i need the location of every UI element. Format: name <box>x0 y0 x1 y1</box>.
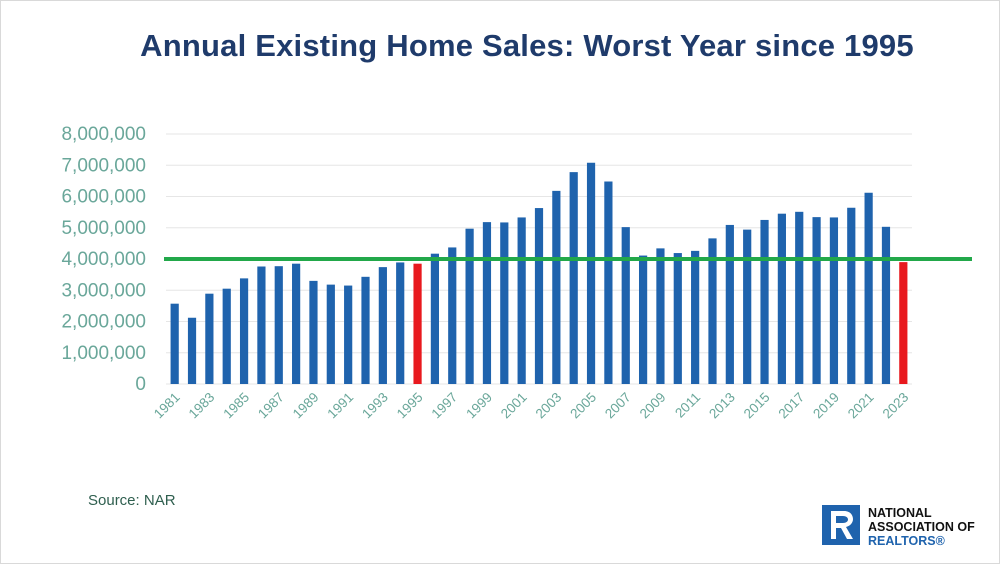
x-tick-label: 2003 <box>533 390 565 422</box>
bar <box>396 262 405 384</box>
bar <box>378 267 387 384</box>
logo-line-1: NATIONAL <box>868 506 932 520</box>
bar <box>482 222 492 384</box>
x-tick-label: 1999 <box>463 390 495 422</box>
y-tick-label: 1,000,000 <box>61 343 146 364</box>
bar <box>777 213 786 384</box>
y-tick-label: 4,000,000 <box>61 249 146 270</box>
x-tick-label: 2007 <box>602 390 634 422</box>
bar <box>274 266 283 384</box>
bar <box>829 217 839 384</box>
x-tick-label: 1985 <box>220 390 252 422</box>
bar <box>725 224 734 384</box>
x-tick-label: 2005 <box>567 390 599 422</box>
realtor-r-icon <box>822 505 860 545</box>
bar <box>361 276 370 384</box>
bar <box>170 303 179 384</box>
y-tick-label: 8,000,000 <box>61 124 146 145</box>
bar <box>881 226 891 384</box>
x-tick-label: 1995 <box>394 390 426 422</box>
bar <box>326 284 335 384</box>
bar <box>760 219 769 384</box>
x-tick-label: 2021 <box>845 390 877 422</box>
bar <box>604 181 613 384</box>
x-tick-label: 2001 <box>498 390 530 422</box>
bar <box>795 211 804 384</box>
bar <box>465 228 474 384</box>
y-tick-label: 2,000,000 <box>61 312 146 333</box>
bar <box>500 222 509 384</box>
bar <box>638 255 648 384</box>
x-tick-label: 2023 <box>880 390 912 422</box>
bar <box>656 248 665 384</box>
bar <box>812 217 821 384</box>
bar <box>344 285 353 384</box>
bar <box>517 217 526 384</box>
x-tick-label: 1991 <box>324 390 356 422</box>
bar <box>430 253 440 384</box>
bar <box>552 190 561 384</box>
bar <box>448 247 457 384</box>
logo-line-2: ASSOCIATION OF <box>868 520 975 534</box>
y-tick-label: 0 <box>135 374 146 395</box>
bar <box>292 263 301 384</box>
bar <box>847 207 856 384</box>
bar <box>257 266 266 384</box>
x-tick-label: 1981 <box>151 390 183 422</box>
y-tick-label: 7,000,000 <box>61 155 146 176</box>
y-tick-label: 6,000,000 <box>61 187 146 208</box>
bar <box>187 317 197 384</box>
x-tick-label: 1989 <box>290 390 322 422</box>
bar <box>691 250 700 384</box>
x-tick-label: 1983 <box>186 390 218 422</box>
bar <box>534 208 544 384</box>
y-tick-label: 3,000,000 <box>61 280 146 301</box>
x-tick-label: 2013 <box>706 390 738 422</box>
bar <box>621 227 630 384</box>
bar <box>673 253 682 384</box>
chart-title: Annual Existing Home Sales: Worst Year s… <box>140 28 914 63</box>
x-tick-label: 2017 <box>776 390 808 422</box>
x-tick-label: 2019 <box>810 390 842 422</box>
x-tick-label: 1993 <box>359 390 391 422</box>
x-tick-label: 2015 <box>741 390 773 422</box>
bar <box>222 288 231 384</box>
x-tick-label: 1997 <box>429 390 461 422</box>
bar <box>569 172 578 384</box>
bar <box>309 280 318 384</box>
x-tick-label: 1987 <box>255 390 287 422</box>
y-tick-label: 5,000,000 <box>61 218 146 239</box>
x-tick-label: 2011 <box>672 390 703 421</box>
bar <box>239 278 249 384</box>
logo-line-3: REALTORS® <box>868 534 945 548</box>
x-tick-label: 2009 <box>637 390 669 422</box>
logo-text: NATIONAL ASSOCIATION OF REALTORS® <box>868 506 975 548</box>
bar-highlight <box>899 262 908 384</box>
bar <box>743 229 752 384</box>
bar-highlight <box>413 263 422 384</box>
bar <box>586 162 596 384</box>
bar <box>708 238 717 384</box>
source-note: Source: NAR <box>88 492 176 509</box>
bar <box>864 192 873 384</box>
bar <box>205 293 214 384</box>
nar-logo: NATIONAL ASSOCIATION OF REALTORS® <box>822 505 997 551</box>
